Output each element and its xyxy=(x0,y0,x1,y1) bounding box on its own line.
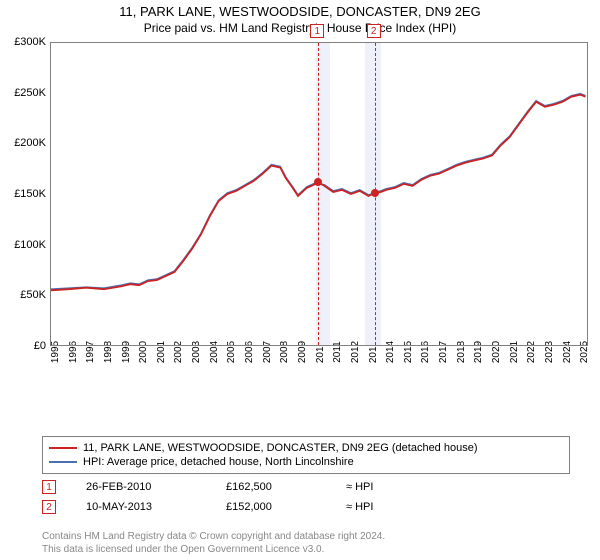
chart-container: 11, PARK LANE, WESTWOODSIDE, DONCASTER, … xyxy=(0,0,600,560)
legend-box: 11, PARK LANE, WESTWOODSIDE, DONCASTER, … xyxy=(42,436,570,474)
chart-title: 11, PARK LANE, WESTWOODSIDE, DONCASTER, … xyxy=(0,0,600,19)
sale-row-date: 10-MAY-2013 xyxy=(86,501,196,513)
series-price_paid xyxy=(51,95,586,291)
y-tick-label: £0 xyxy=(34,340,46,352)
legend-row: 11, PARK LANE, WESTWOODSIDE, DONCASTER, … xyxy=(49,441,563,455)
chart-subtitle: Price paid vs. HM Land Registry's House … xyxy=(0,19,600,35)
legend-label: HPI: Average price, detached house, Nort… xyxy=(83,456,354,468)
sale-marker-box: 1 xyxy=(310,24,324,38)
series-hpi xyxy=(51,94,586,290)
sale-row-price: £152,000 xyxy=(226,501,316,513)
y-tick-label: £300K xyxy=(14,36,46,48)
legend-swatch xyxy=(49,461,77,463)
y-tick-label: £250K xyxy=(14,87,46,99)
y-tick-label: £200K xyxy=(14,137,46,149)
legend-label: 11, PARK LANE, WESTWOODSIDE, DONCASTER, … xyxy=(83,442,478,454)
sale-marker-box: 2 xyxy=(367,24,381,38)
legend-swatch xyxy=(49,447,77,449)
sale-point-dot xyxy=(314,178,322,186)
footer-line-2: This data is licensed under the Open Gov… xyxy=(42,544,385,557)
footer: Contains HM Land Registry data © Crown c… xyxy=(42,531,385,556)
y-tick-label: £50K xyxy=(20,289,46,301)
y-tick-label: £100K xyxy=(14,239,46,251)
sales-list: 1 26-FEB-2010 £162,500 ≈ HPI 2 10-MAY-2013 £15… xyxy=(42,480,570,514)
footer-line-1: Contains HM Land Registry data © Crown c… xyxy=(42,531,385,544)
sale-row-note: ≈ HPI xyxy=(346,481,373,493)
sale-row-note: ≈ HPI xyxy=(346,501,373,513)
sale-row-marker: 1 xyxy=(42,480,56,494)
legend: 11, PARK LANE, WESTWOODSIDE, DONCASTER, … xyxy=(42,436,570,514)
sale-row-marker: 2 xyxy=(42,500,56,514)
y-tick-label: £150K xyxy=(14,188,46,200)
sale-row: 1 26-FEB-2010 £162,500 ≈ HPI xyxy=(42,480,570,494)
sale-row: 2 10-MAY-2013 £152,000 ≈ HPI xyxy=(42,500,570,514)
sale-point-dot xyxy=(371,189,379,197)
sale-row-price: £162,500 xyxy=(226,481,316,493)
sale-row-date: 26-FEB-2010 xyxy=(86,481,196,493)
chart-area: £0£50K£100K£150K£200K£250K£300K 19951996… xyxy=(0,42,600,390)
legend-row: HPI: Average price, detached house, Nort… xyxy=(49,455,563,469)
plot-area xyxy=(50,42,588,346)
line-series xyxy=(51,43,589,347)
